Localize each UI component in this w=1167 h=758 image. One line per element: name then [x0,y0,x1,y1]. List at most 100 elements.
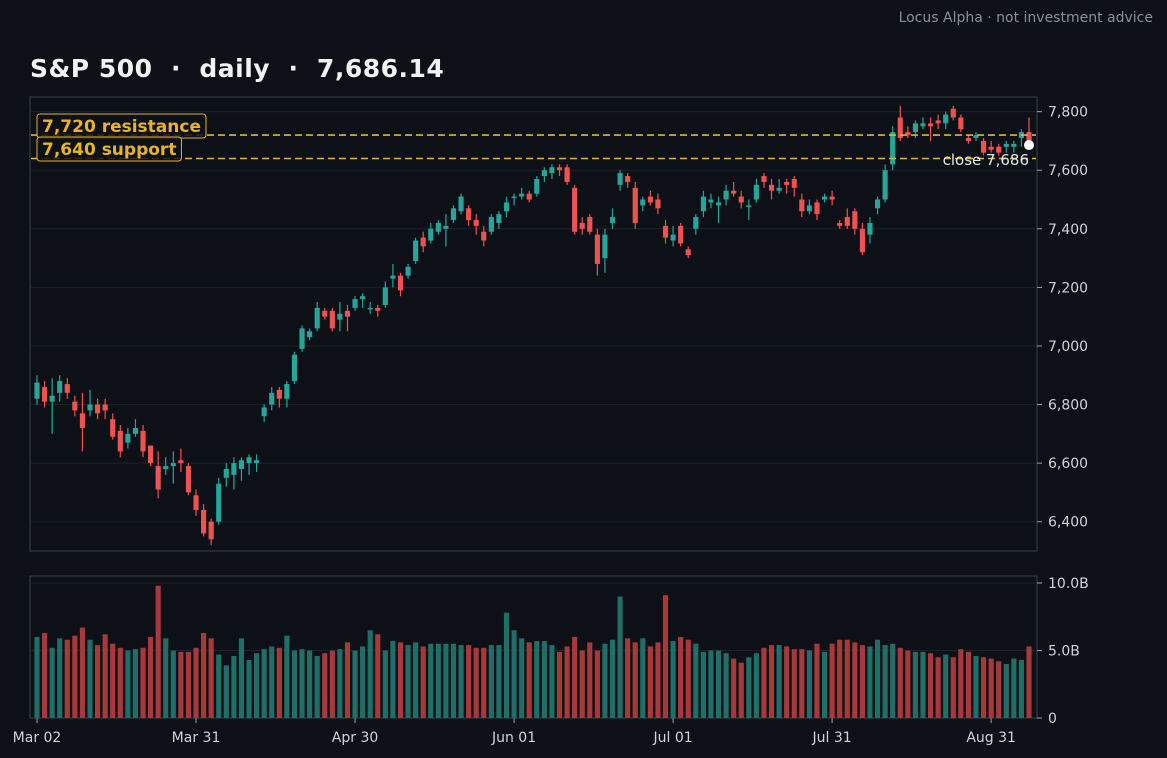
price-tick-label: 7,800 [1048,105,1088,121]
volume-bar [541,641,547,718]
last-close-marker [1024,140,1034,151]
candle-body [49,395,55,402]
volume-bar [64,639,70,718]
candle-body [564,167,570,182]
volume-bar [723,653,729,718]
volume-bar [170,650,176,718]
volume-bar [41,632,48,718]
candle-body [443,225,449,229]
title-separator: · [288,54,299,83]
candle-body [1003,143,1009,147]
candle-body [360,296,366,300]
volume-bar [670,641,676,718]
candle-body [519,193,525,197]
candle-body [390,275,396,279]
volume-bar [299,649,305,718]
volume-bar [511,630,517,718]
candle-body [201,509,207,534]
candle-body [920,123,926,127]
volume-bar [1003,664,1009,718]
candle-body [988,146,994,150]
candle-body [905,132,911,136]
title-symbol: S&P 500 [30,54,153,83]
candle-body [276,389,282,399]
volume-bar [579,650,585,718]
credit-text: Locus Alpha · not investment advice [898,10,1153,26]
candle-body [1011,143,1017,147]
volume-bar [874,639,881,718]
volume-bar [95,645,101,718]
volume-bar [746,657,752,718]
volume-bar [163,638,169,718]
candle-body [64,384,70,393]
date-tick-label: Jun 01 [491,730,536,746]
volume-bar [314,655,320,718]
volume-bar [178,651,184,718]
volume-bar [344,642,351,718]
price-tick-label: 7,200 [1048,280,1088,296]
candle-body [685,249,691,256]
date-tick-label: Mar 02 [13,730,62,746]
volume-bar [973,655,979,718]
volume-bar [1026,646,1032,718]
candle-body [859,228,865,253]
volume-bar [867,646,873,718]
candle-body [299,328,305,349]
candle-body [382,287,388,305]
volume-bar [284,635,290,718]
candle-body [322,310,328,317]
volume-bar [859,645,865,718]
candle-body [132,427,139,434]
volume-bar [110,643,116,718]
candle-body [420,237,426,247]
last-close-label: close 7,686 [943,151,1029,169]
price-tick-label: 6,800 [1048,398,1088,414]
volume-bar [609,639,616,718]
volume-bar [678,637,684,718]
candle-body [458,196,464,212]
candle-body [776,187,782,191]
candle-body [57,381,63,393]
candle-body [943,114,949,124]
volume-bar [594,650,600,718]
volume-bar [269,646,275,718]
volume-bar [291,650,298,718]
candle-body [79,413,86,428]
volume-bar [49,647,55,718]
candle-body [791,179,797,188]
candle-body [41,386,48,402]
volume-bar [246,659,252,718]
price-tick-label: 7,400 [1048,222,1088,238]
candle-body [609,217,616,223]
volume-bar [193,647,199,718]
candle-body [526,193,532,200]
volume-bar [238,638,245,718]
candle-body [314,307,320,329]
volume-bar [935,657,941,718]
candle-body [95,404,101,414]
volume-bar [905,650,911,718]
candle-body [34,382,40,399]
candle-body [541,170,547,177]
volume-bar [700,651,706,718]
candle-body [473,220,479,226]
candle-body [625,176,631,182]
volume-bar [647,646,653,718]
volume-bar [708,650,714,718]
volume-bar [784,646,790,718]
candle-body [814,202,820,215]
candle-body [178,460,184,464]
candle-body [731,190,737,194]
date-tick-label: Aug 31 [966,730,1016,746]
volume-bar [87,639,93,718]
candle-body [746,205,752,207]
volume-bar [405,645,411,718]
volume-bar [950,657,956,718]
volume-bar [920,651,926,718]
volume-bar [201,632,207,718]
candle-body [890,132,896,165]
title-interval: daily [199,54,271,83]
volume-bar [890,643,896,718]
volume-bar [927,653,934,718]
